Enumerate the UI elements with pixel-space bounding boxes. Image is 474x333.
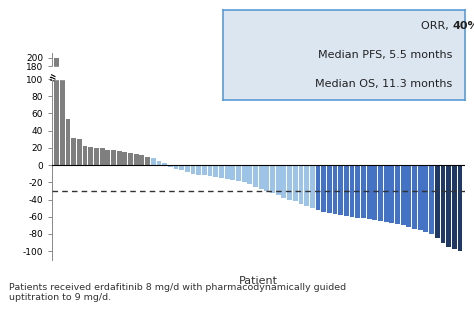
Text: Median PFS, 5.5 months: Median PFS, 5.5 months — [318, 50, 452, 60]
Bar — [54, 58, 59, 165]
Bar — [196, 165, 201, 174]
Bar — [440, 165, 446, 242]
Bar — [304, 165, 309, 206]
Bar — [122, 152, 127, 165]
Bar — [276, 165, 281, 195]
Bar — [423, 165, 428, 232]
Text: 40%: 40% — [452, 21, 474, 31]
Text: Median OS, 11.3 months: Median OS, 11.3 months — [315, 79, 452, 89]
Text: ORR,: ORR, — [421, 21, 452, 31]
Bar — [310, 165, 315, 208]
Bar — [168, 165, 173, 167]
Legend: CR, PR, SD, PD: CR, PR, SD, PD — [340, 60, 460, 83]
Bar — [82, 146, 88, 165]
Bar — [287, 165, 292, 199]
Bar — [51, 67, 471, 79]
Text: Patients received erdafitinib 8 mg/d with pharmacodynamically guided
uptitration: Patients received erdafitinib 8 mg/d wit… — [9, 283, 346, 302]
Bar — [202, 165, 207, 175]
Bar — [264, 165, 269, 191]
Bar — [333, 165, 337, 214]
Text: Patient: Patient — [239, 276, 278, 286]
Bar — [94, 148, 99, 165]
Bar — [356, 165, 360, 217]
Bar — [270, 165, 275, 192]
Bar — [60, 79, 65, 165]
Bar — [327, 165, 332, 213]
Bar — [435, 165, 440, 238]
Bar — [191, 165, 195, 174]
Bar — [88, 147, 93, 165]
Bar — [173, 165, 178, 168]
Bar — [134, 154, 138, 165]
Bar — [225, 165, 229, 179]
Bar — [139, 155, 144, 165]
Bar — [344, 165, 349, 216]
Bar — [299, 165, 303, 204]
Bar — [401, 165, 406, 225]
Bar — [151, 158, 155, 165]
Bar — [350, 165, 355, 217]
Bar — [384, 165, 389, 222]
Bar — [162, 163, 167, 165]
Bar — [406, 165, 411, 227]
Bar — [185, 165, 190, 172]
Bar — [457, 165, 463, 251]
Bar — [452, 165, 457, 249]
Bar — [259, 165, 264, 189]
Bar — [145, 157, 150, 165]
Bar — [100, 148, 105, 165]
Bar — [361, 165, 366, 218]
Bar — [253, 165, 258, 186]
Bar — [321, 165, 326, 211]
Bar — [71, 139, 76, 165]
Bar — [378, 165, 383, 221]
Bar — [412, 165, 417, 229]
Bar — [446, 165, 451, 247]
Bar — [179, 165, 184, 170]
Bar — [219, 165, 224, 178]
Bar — [247, 165, 252, 184]
Bar — [418, 165, 423, 230]
Bar — [429, 165, 434, 234]
Bar — [105, 150, 110, 165]
Bar — [128, 153, 133, 165]
Bar — [395, 165, 400, 224]
Bar — [65, 119, 71, 165]
Bar — [111, 151, 116, 165]
Bar — [338, 165, 343, 215]
Bar — [316, 165, 320, 210]
Bar — [242, 165, 246, 182]
Bar — [213, 165, 218, 177]
Bar — [367, 165, 372, 219]
Bar — [282, 165, 286, 198]
Bar — [293, 165, 298, 201]
Bar — [208, 165, 212, 176]
Bar — [156, 161, 161, 165]
Bar — [117, 151, 121, 165]
Bar — [230, 165, 235, 180]
Bar — [373, 165, 377, 220]
Bar — [77, 139, 82, 165]
Bar — [390, 165, 394, 223]
Bar — [236, 165, 241, 180]
